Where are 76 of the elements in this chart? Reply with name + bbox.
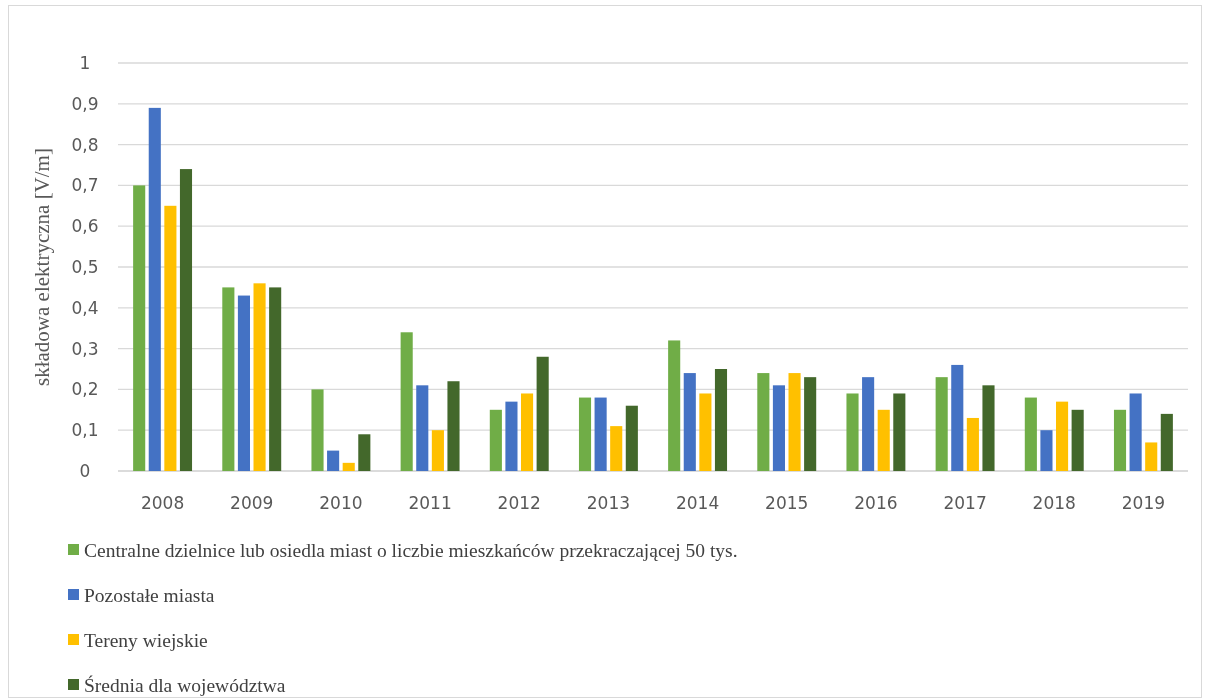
bar [966,417,979,471]
bar [269,287,282,471]
y-tick-label: 1 [79,52,91,73]
bar [447,381,460,471]
bar [1071,409,1084,471]
bar [1024,397,1037,471]
x-tick-label: 2015 [765,492,809,513]
bar [1129,393,1142,471]
y-tick-label: 0,8 [71,134,99,155]
y-tick-label: 0,7 [71,175,99,196]
x-tick-label: 2018 [1032,492,1076,513]
x-tick-label: 2017 [943,492,987,513]
y-axis-title: składowa elektryczna [V/m] [30,148,55,386]
y-tick-label: 0,6 [71,216,99,237]
bar [594,397,607,471]
legend-label: Średnia dla województwa [84,674,286,696]
y-tick-label: 0,1 [71,420,99,441]
bar [489,409,502,471]
bar [846,393,859,471]
y-tick-label: 0,5 [71,256,99,277]
bar [625,405,638,471]
bar [772,385,785,471]
bar [668,340,681,471]
bar [610,426,623,471]
bar [757,373,770,471]
bar [893,393,906,471]
bar [327,450,340,471]
bar [951,364,964,471]
bar [683,373,696,471]
bar [862,377,875,471]
bar [982,385,995,471]
bar [578,397,592,471]
x-tick-label: 2014 [675,492,720,513]
y-tick-label: 0,4 [71,297,99,318]
legend-label: Pozostałe miasta [84,584,215,606]
bar [536,356,549,471]
bar [1113,409,1127,471]
x-tick-label: 2013 [586,492,631,513]
bar [935,377,948,471]
bar [505,401,518,471]
bar [788,373,801,471]
bar [133,185,146,471]
bar [1145,442,1158,471]
bar [311,389,324,471]
y-tick-label: 0 [79,460,91,481]
bar [222,287,235,471]
x-tick-label: 2008 [140,492,185,513]
x-tick-label: 2016 [854,492,898,513]
x-tick-label: 2010 [319,492,363,513]
x-tick-label: 2009 [230,492,274,513]
bar [699,393,712,471]
y-tick-label: 0,3 [71,338,99,359]
bar [804,377,817,471]
bar [400,332,413,471]
bar [237,295,250,471]
bar [1040,430,1053,471]
bar [1160,413,1173,471]
bar [164,205,177,471]
y-tick-label: 0,9 [71,93,99,114]
bar [1056,401,1069,471]
bar [342,462,355,471]
bar [714,369,728,471]
legend-label: Centralne dzielnice lub osiedla miast o liczbie mieszkańców przekraczającej 50 tys. [84,539,738,561]
bar [179,169,193,471]
bar [521,393,534,471]
bar [358,434,371,471]
x-tick-label: 2019 [1121,492,1166,513]
y-tick-label: 0,2 [71,379,99,400]
legend-label: Tereny wiejskie [84,629,208,651]
bar [877,409,890,471]
x-tick-label: 2012 [497,492,541,513]
x-tick-label: 2011 [408,492,452,513]
bar [416,385,429,471]
bar [431,430,444,471]
bar [253,283,266,471]
bar [148,107,161,471]
